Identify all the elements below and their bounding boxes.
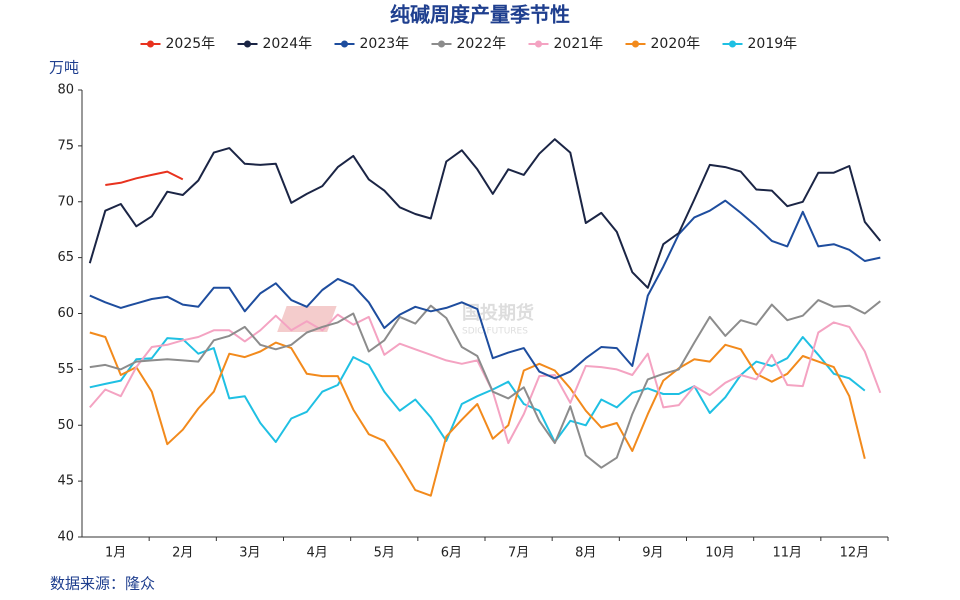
x-tick-label: 8月	[575, 546, 596, 561]
x-tick-label: 1月	[105, 546, 126, 561]
y-tick-label: 50	[57, 418, 74, 433]
y-axis-label: 万吨	[49, 59, 79, 77]
legend-marker	[729, 40, 736, 48]
legend-label: 2023年	[360, 36, 410, 52]
watermark-logo	[277, 306, 337, 332]
legend-label: 2019年	[748, 36, 798, 52]
legend-label: 2024年	[263, 36, 313, 52]
x-tick-label: 5月	[374, 546, 395, 561]
legend-label: 2020年	[651, 36, 701, 52]
series-line	[89, 331, 866, 497]
y-tick-label: 80	[57, 83, 74, 98]
series-line	[89, 336, 866, 443]
x-tick-label: 2月	[172, 546, 193, 561]
watermark-text: 国投期货	[462, 302, 534, 324]
x-tick-label: 7月	[508, 546, 529, 561]
y-tick-label: 75	[57, 138, 74, 153]
x-tick-label: 3月	[239, 546, 260, 561]
chart-title: 纯碱周度产量季节性	[390, 3, 570, 27]
y-tick-label: 70	[57, 194, 74, 209]
series-line	[89, 199, 881, 380]
legend-marker	[244, 40, 251, 48]
watermark: 国投期货 SDIC FUTURES	[277, 302, 534, 337]
source-note: 数据来源：隆众	[50, 575, 155, 593]
y-tick-label: 65	[57, 250, 74, 265]
y-tick-label: 45	[57, 474, 74, 489]
legend-label: 2022年	[457, 36, 507, 52]
legend-label: 2021年	[554, 36, 604, 52]
legend-label: 2025年	[166, 36, 216, 52]
series-line	[88, 138, 882, 289]
y-tick-label: 60	[57, 306, 74, 321]
legend-marker	[632, 40, 639, 48]
x-tick-label: 6月	[441, 546, 462, 561]
series-line	[105, 170, 184, 186]
series-line	[89, 299, 881, 469]
y-tick-label: 55	[57, 362, 74, 377]
x-tick-label: 11月	[772, 546, 802, 561]
watermark-subtext: SDIC FUTURES	[462, 327, 528, 337]
x-tick-label: 12月	[840, 546, 870, 561]
x-tick-label: 10月	[705, 546, 735, 561]
legend-marker	[535, 40, 542, 48]
x-tick-label: 4月	[306, 546, 327, 561]
x-tick-label: 9月	[642, 546, 663, 561]
legend-marker	[341, 40, 348, 48]
legend-marker	[438, 40, 445, 48]
y-tick-label: 40	[57, 530, 74, 545]
legend-marker	[147, 40, 154, 48]
